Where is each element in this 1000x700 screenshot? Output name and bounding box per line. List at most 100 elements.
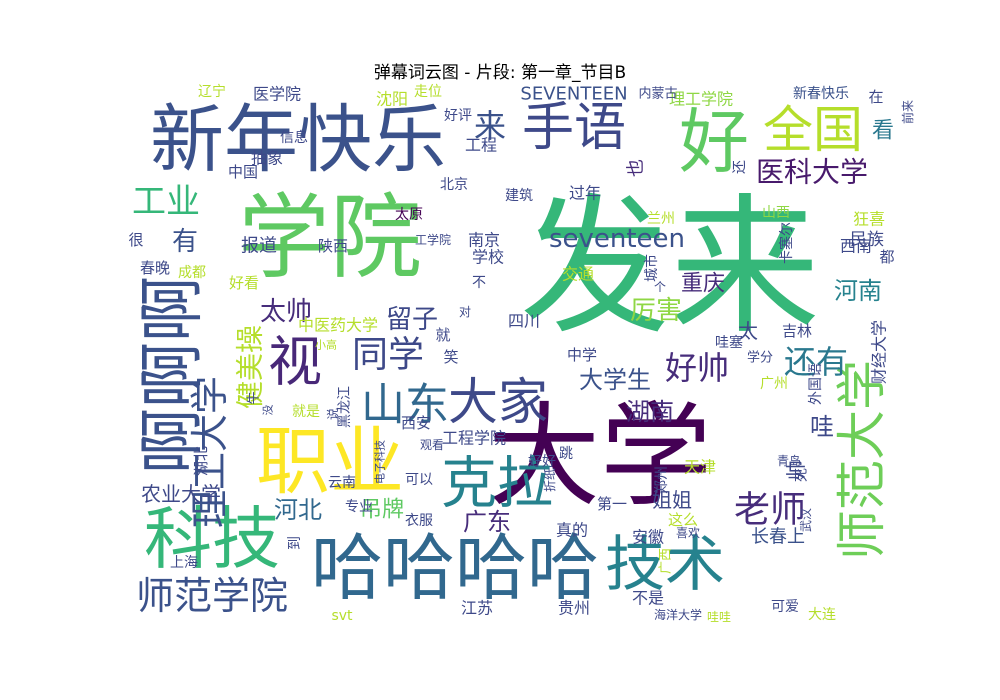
word-102: 没 bbox=[262, 405, 275, 416]
word-125: 武汉 bbox=[799, 508, 813, 532]
word-89: 四川 bbox=[508, 312, 540, 331]
word-47: 姐姐 bbox=[652, 488, 692, 512]
word-136: 哇哇 bbox=[707, 610, 731, 624]
word-93: 中学 bbox=[567, 346, 597, 364]
word-13: 手语 bbox=[522, 98, 626, 158]
word-46: 工程学院 bbox=[442, 429, 506, 448]
word-79: 学校 bbox=[472, 248, 504, 267]
word-114: 青岛 bbox=[777, 453, 801, 468]
word-104: 说 bbox=[325, 408, 340, 420]
word-26: 有 bbox=[172, 227, 198, 257]
word-34: 湖南 bbox=[626, 398, 674, 426]
word-132: 贵州 bbox=[558, 599, 590, 618]
word-122: 这么 bbox=[668, 511, 698, 529]
word-82: 交通 bbox=[562, 265, 594, 284]
word-127: 到 bbox=[287, 536, 303, 550]
word-23: 老师 bbox=[734, 490, 806, 531]
word-69: 狂喜 bbox=[853, 210, 885, 229]
word-2: 学院 bbox=[238, 185, 422, 292]
word-126: 喜欢 bbox=[676, 525, 700, 540]
word-78: 工学院 bbox=[415, 232, 451, 247]
word-14: 全国 bbox=[763, 101, 863, 159]
word-68: 建筑 bbox=[505, 188, 533, 204]
word-39: 吊牌 bbox=[360, 498, 404, 523]
word-77: 陕西 bbox=[318, 237, 348, 255]
word-30: 太帅 bbox=[260, 297, 312, 327]
word-4: 哈哈哈哈 bbox=[311, 526, 599, 610]
word-108: 湖北 bbox=[192, 446, 210, 476]
word-124: 安徽 bbox=[632, 528, 664, 547]
word-74: 山西 bbox=[762, 205, 790, 221]
word-131: 江苏 bbox=[461, 599, 493, 618]
word-61: 好评 bbox=[444, 108, 472, 124]
word-42: 哇 bbox=[810, 413, 834, 441]
word-51: 理工学院 bbox=[669, 90, 733, 109]
word-16: 师范学院 bbox=[136, 574, 288, 618]
word-94: 小高 bbox=[315, 338, 337, 352]
word-63: 也 bbox=[626, 159, 647, 177]
word-31: 河南 bbox=[834, 277, 882, 305]
word-29: 留子 bbox=[386, 305, 438, 335]
word-106: 西安 bbox=[401, 414, 431, 432]
word-65: 在 bbox=[868, 88, 883, 106]
word-117: 可以 bbox=[405, 472, 433, 488]
word-8: 科技 bbox=[144, 501, 280, 580]
word-43: 太 bbox=[738, 319, 758, 343]
word-38: 重庆 bbox=[681, 272, 725, 297]
word-87: 不 bbox=[472, 275, 486, 291]
word-112: 郑州 bbox=[654, 466, 670, 494]
word-59: 中国 bbox=[228, 163, 258, 181]
word-36: 河北 bbox=[274, 496, 322, 524]
word-99: 外国语 bbox=[808, 363, 824, 405]
word-22: 还有 bbox=[784, 343, 848, 381]
word-6: 好 bbox=[679, 101, 749, 183]
word-3: 新年快乐 bbox=[150, 97, 446, 183]
word-62: 过年 bbox=[569, 184, 601, 203]
word-113: 天津 bbox=[684, 458, 716, 477]
word-128: 上海 bbox=[170, 555, 198, 571]
word-64: 还 bbox=[732, 160, 748, 174]
word-53: 内蒙古 bbox=[638, 86, 677, 102]
word-134: svt bbox=[331, 608, 353, 624]
word-119: 专业 bbox=[345, 499, 373, 515]
word-1: 大学 bbox=[488, 392, 712, 522]
word-45: 报道 bbox=[241, 236, 277, 257]
word-40: SEVENTEEN bbox=[520, 84, 627, 105]
word-37: 广东 bbox=[463, 508, 511, 536]
word-12: 师范大学 bbox=[833, 360, 891, 560]
word-21: 好帅 bbox=[665, 349, 729, 387]
word-96: 吉林 bbox=[782, 322, 812, 340]
word-25: 健美操 bbox=[234, 325, 267, 409]
word-120: 衣服 bbox=[405, 513, 433, 529]
word-41: 农业大学 bbox=[141, 482, 221, 506]
word-84: 西南 bbox=[840, 237, 872, 256]
word-27: 医科大学 bbox=[756, 156, 868, 189]
word-24: 来 bbox=[474, 107, 506, 145]
word-72: 南京 bbox=[468, 231, 500, 250]
word-67: 北京 bbox=[440, 177, 468, 193]
word-135: 海洋大学 bbox=[654, 607, 702, 622]
word-83: 城市 bbox=[643, 254, 660, 282]
word-137: 大连 bbox=[808, 607, 836, 623]
word-58: 抽象 bbox=[251, 149, 283, 168]
word-35: 看 bbox=[872, 119, 894, 144]
word-0: 发来 bbox=[520, 181, 820, 355]
word-118: 折纸 bbox=[542, 468, 557, 492]
word-54: 沈阳 bbox=[376, 90, 408, 109]
word-44: 中医药大学 bbox=[298, 316, 378, 335]
word-90: 就 bbox=[435, 326, 450, 344]
word-66: 前来 bbox=[900, 100, 915, 124]
word-123: 真的 bbox=[556, 521, 588, 540]
word-18: 山东 bbox=[361, 380, 449, 431]
word-20: 同学 bbox=[352, 335, 424, 376]
word-98: 学分 bbox=[747, 350, 773, 366]
word-129: 广西 bbox=[659, 548, 674, 574]
word-92: 笑 bbox=[443, 348, 458, 366]
word-60: 信息 bbox=[280, 129, 308, 146]
word-73: 兰州 bbox=[647, 211, 675, 227]
word-32: 厉害 bbox=[630, 296, 682, 326]
word-49: 帅 bbox=[784, 460, 808, 480]
word-52: 新春快乐 bbox=[793, 86, 849, 102]
word-103: 就是 bbox=[292, 404, 320, 420]
